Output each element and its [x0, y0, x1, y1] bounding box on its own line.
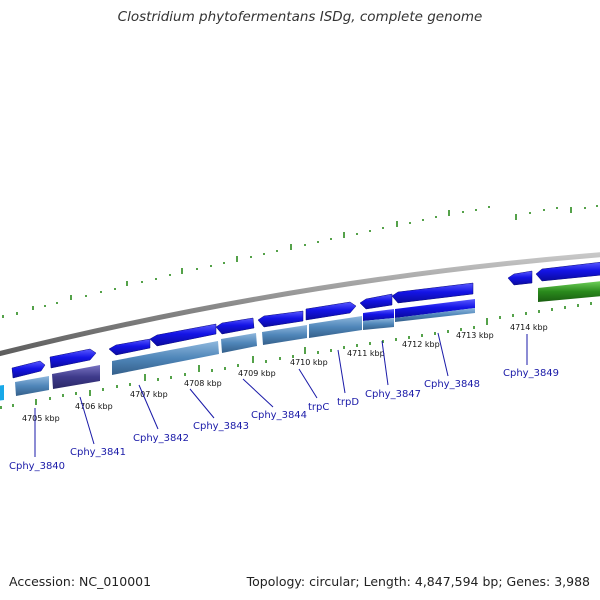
- kbp-label: 4709 kbp: [238, 369, 276, 378]
- gene-label[interactable]: Cphy_3843: [193, 421, 249, 432]
- genome-summary-text: Topology: circular; Length: 4,847,594 bp…: [246, 574, 590, 589]
- outer-tick-track: [2, 205, 598, 318]
- kbp-scale-labels: 4705 kbp 4706 kbp 4707 kbp 4708 kbp 4709…: [22, 323, 548, 423]
- accession-text: Accession: NC_010001: [9, 574, 152, 589]
- gene-block[interactable]: [221, 333, 257, 353]
- gene-arrow[interactable]: [149, 323, 217, 347]
- gene-arrow[interactable]: [507, 270, 533, 286]
- gene-arrow[interactable]: [359, 293, 393, 310]
- gene-block[interactable]: [15, 376, 49, 396]
- map-title: Clostridium phytofermentans ISDg, comple…: [117, 9, 483, 25]
- gene-label[interactable]: trpC: [308, 402, 329, 413]
- gene-block[interactable]: [112, 341, 219, 375]
- kbp-label: 4708 kbp: [184, 379, 222, 388]
- gene-label[interactable]: Cphy_3849: [503, 368, 559, 379]
- gene-block[interactable]: [309, 316, 362, 338]
- kbp-label: 4705 kbp: [22, 414, 60, 423]
- gene-label[interactable]: Cphy_3844: [251, 410, 307, 421]
- gene-block[interactable]: [363, 318, 394, 330]
- gene-block[interactable]: [395, 299, 475, 318]
- gene-block[interactable]: [363, 309, 394, 321]
- gene-label[interactable]: Cphy_3841: [70, 447, 126, 458]
- gene-label[interactable]: Cphy_3842: [133, 433, 189, 444]
- reverse-strand-genes[interactable]: [0, 281, 600, 401]
- gene-arrow[interactable]: [11, 360, 46, 379]
- forward-strand-genes[interactable]: [11, 261, 600, 379]
- gene-block[interactable]: [52, 365, 100, 389]
- kbp-label: 4712 kbp: [402, 340, 440, 349]
- gene-arrow[interactable]: [108, 338, 151, 356]
- gene-label[interactable]: trpD: [337, 397, 359, 408]
- kbp-label: 4707 kbp: [130, 390, 168, 399]
- kbp-label: 4711 kbp: [347, 349, 385, 358]
- gene-arrow[interactable]: [49, 348, 97, 369]
- gene-arrow[interactable]: [391, 282, 474, 304]
- gene-leader-lines: [34, 332, 528, 457]
- kbp-label: 4710 kbp: [290, 358, 328, 367]
- kbp-label: 4706 kbp: [75, 402, 113, 411]
- gene-label[interactable]: Cphy_3840: [9, 461, 65, 472]
- gene-arrow[interactable]: [535, 261, 600, 282]
- gene-block[interactable]: [395, 308, 475, 322]
- gene-label[interactable]: Cphy_3848: [424, 379, 480, 390]
- gene-labels: Cphy_3840 Cphy_3841 Cphy_3842 Cphy_3843 …: [9, 368, 559, 472]
- genome-backbone: [0, 252, 600, 357]
- kbp-label: 4714 kbp: [510, 323, 548, 332]
- kbp-label: 4713 kbp: [456, 331, 494, 340]
- gene-arrow[interactable]: [257, 310, 304, 328]
- rna-gene-block[interactable]: [538, 281, 600, 302]
- gene-label[interactable]: Cphy_3847: [365, 389, 421, 400]
- inner-tick-track: [0, 302, 592, 409]
- gene-arrow[interactable]: [215, 317, 255, 335]
- gene-arrow[interactable]: [305, 301, 357, 321]
- gene-block[interactable]: [0, 385, 4, 401]
- gene-block[interactable]: [262, 325, 307, 345]
